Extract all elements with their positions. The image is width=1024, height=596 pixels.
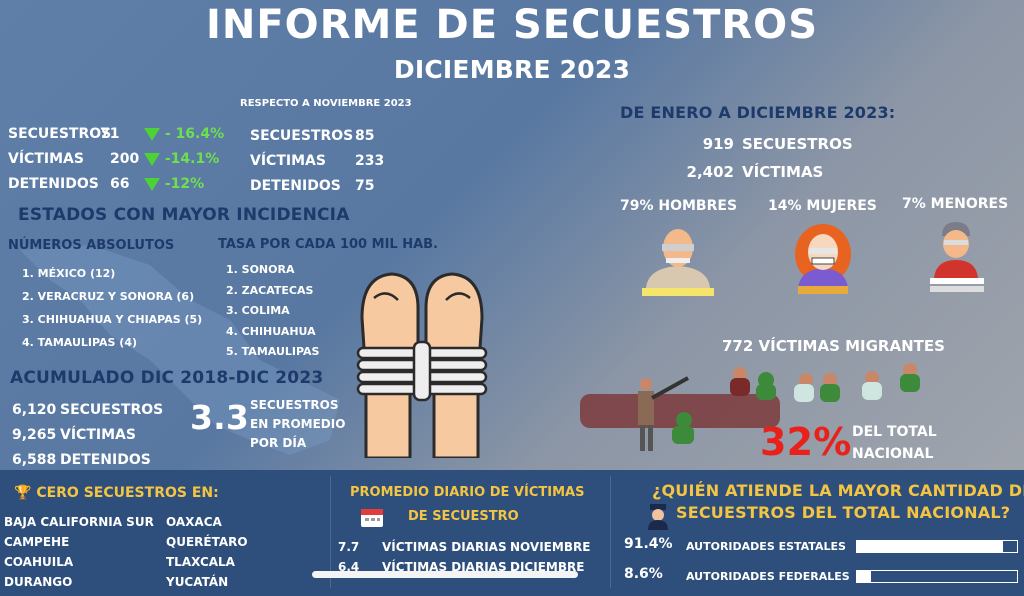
stat-row: DETENIDOS 75	[250, 178, 375, 194]
zero-list-1: BAJA CALIFORNIA SUR CAMPEHE COAHUILA DUR…	[4, 512, 154, 592]
list-item: COAHUILA	[4, 555, 74, 569]
attend-label-2: AUTORIDADES FEDERALES	[686, 570, 850, 583]
down-arrow-icon	[144, 177, 160, 191]
list-item: 2. ZACATECAS	[226, 283, 314, 297]
attend-bar-fill	[857, 571, 871, 582]
page-subtitle: DICIEMBRE 2023	[393, 55, 631, 84]
men-percent: 79% HOMBRES	[620, 198, 738, 214]
rate-list: 1. SONORA 2. ZACATECAS 3. COLIMA 4. CHIH…	[226, 260, 319, 363]
list-item: 1. MÉXICO (12)	[22, 267, 116, 280]
list-item: TLAXCALA	[166, 555, 235, 569]
stat-row: DETENIDOS 66 -12%	[8, 176, 205, 192]
mexico-map-icon	[20, 245, 340, 455]
daily-heading-2: DE SECUESTRO	[408, 509, 519, 524]
average-label: SECUESTROS EN PROMEDIO POR DÍA	[250, 398, 346, 450]
absolute-list: 1. MÉXICO (12) 2. VERACRUZ Y SONORA (6) …	[22, 262, 202, 354]
stat-row: VÍCTIMAS 233	[250, 153, 385, 169]
calendar-icon	[361, 509, 383, 527]
zero-heading: 🏆 CERO SECUESTROS EN:	[14, 485, 219, 501]
comparison-header: RESPECTO A NOVIEMBRE 2023	[240, 98, 412, 109]
minors-percent: 7% MENORES	[902, 196, 1009, 212]
yearly-heading: DE ENERO A DICIEMBRE 2023:	[620, 103, 896, 122]
current-month-stats: SECUESTROS71 - 16.4% VÍCTIMAS 200 -14.1% …	[8, 122, 248, 197]
average-value: 3.3	[190, 398, 250, 437]
divider	[610, 476, 611, 588]
list-item: OAXACA	[166, 515, 222, 529]
zero-list-2: OAXACA QUERÉTARO TLAXCALA YUCATÁN	[166, 512, 248, 592]
list-item: 6.4 VÍCTIMAS DIARIAS DICIEMBRE	[338, 560, 585, 574]
attend-value-1: 91.4%	[624, 536, 673, 552]
stat-row: SECUESTROS71 - 16.4%	[8, 126, 225, 142]
list-item: 9,265 VÍCTIMAS	[12, 427, 136, 443]
down-arrow-icon	[144, 152, 160, 166]
attend-bar-fill	[857, 541, 1004, 552]
list-item: DURANGO	[4, 575, 73, 589]
list-item: CAMPEHE	[4, 535, 70, 549]
list-item: 2. VERACRUZ Y SONORA (6)	[22, 290, 195, 303]
scroll-indicator[interactable]	[312, 571, 578, 578]
list-item: 6,588 DETENIDOS	[12, 452, 151, 468]
list-item: 919 SECUESTROS	[702, 135, 853, 153]
accumulated-list: 6,120 SECUESTROS 9,265 VÍCTIMAS 6,588 DETEN…	[12, 398, 163, 473]
attend-heading-1: ¿QUIÉN ATIENDE LA MAYOR CANTIDAD DE	[652, 481, 1024, 500]
daily-list: 7.7 VÍCTIMAS DIARIAS NOVIEMBRE 6.4 VÍCTIMAS…	[338, 537, 590, 577]
bound-hands-icon	[356, 272, 488, 458]
attend-bar-2	[856, 570, 1018, 583]
attend-label-1: AUTORIDADES ESTATALES	[686, 540, 846, 553]
states-heading: ESTADOS CON MAYOR INCIDENCIA	[18, 205, 350, 225]
migrants-percent-label: DEL TOTAL NACIONAL	[852, 424, 937, 462]
list-item: 2,402 VÍCTIMAS	[686, 163, 824, 181]
list-item: QUERÉTARO	[166, 535, 248, 549]
previous-month-stats: SECUESTROS 85 VÍCTIMAS 233 DETENIDOS 75	[250, 124, 400, 199]
trophy-icon: 🏆	[14, 485, 32, 501]
woman-icon	[795, 224, 851, 294]
attend-bar-1	[856, 540, 1018, 553]
stat-row: VÍCTIMAS 200 -14.1%	[8, 151, 220, 167]
man-icon	[642, 229, 714, 296]
stat-row: SECUESTROS 85	[250, 128, 375, 144]
list-item: 7.7 VÍCTIMAS DIARIAS NOVIEMBRE	[338, 540, 591, 554]
migrants-icon	[580, 363, 920, 451]
migrants-percent: 32%	[760, 420, 852, 464]
list-item: 5. TAMAULIPAS	[226, 345, 320, 358]
child-icon	[930, 222, 984, 292]
list-item: 4. TAMAULIPAS (4)	[22, 336, 138, 349]
attend-heading-2: SECUESTROS DEL TOTAL NACIONAL?	[676, 503, 1011, 522]
police-icon	[648, 504, 668, 530]
list-item: 4. CHIHUAHUA	[226, 324, 316, 338]
attend-value-2: 8.6%	[624, 566, 663, 582]
absolute-heading: NÚMEROS ABSOLUTOS	[8, 238, 175, 253]
women-percent: 14% MUJERES	[768, 198, 877, 214]
rate-heading: TASA POR CADA 100 MIL HAB.	[218, 237, 438, 252]
list-item: BAJA CALIFORNIA SUR	[4, 515, 154, 529]
yearly-list: 919 SECUESTROS 2,402 VÍCTIMAS	[676, 130, 853, 186]
list-item: YUCATÁN	[166, 575, 229, 589]
divider	[330, 476, 331, 588]
page-title: INFORME DE SECUESTROS	[206, 2, 818, 48]
migrants-heading: 772 VÍCTIMAS MIGRANTES	[722, 337, 945, 355]
list-item: 6,120 SECUESTROS	[12, 402, 164, 418]
list-item: 3. CHIHUAHUA Y CHIAPAS (5)	[22, 313, 203, 326]
accumulated-heading: ACUMULADO DIC 2018-DIC 2023	[10, 368, 324, 388]
daily-heading-1: PROMEDIO DIARIO DE VÍCTIMAS	[350, 485, 585, 500]
list-item: 1. SONORA	[226, 263, 295, 276]
down-arrow-icon	[144, 127, 160, 141]
list-item: 3. COLIMA	[226, 304, 290, 317]
